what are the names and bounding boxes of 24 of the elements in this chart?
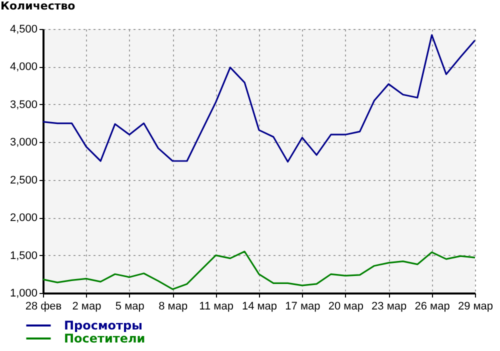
x-tick-label: 17 мар (285, 300, 320, 312)
y-tick-label: 4,500 (10, 24, 38, 36)
x-tick-label: 20 мар (328, 300, 364, 312)
y-tick-label: 1,500 (10, 250, 38, 262)
y-tick-label: 2,000 (10, 212, 38, 224)
legend-label: Просмотры (64, 318, 142, 332)
y-axis-title: Количество (0, 0, 76, 12)
x-tick-label: 2 мар (72, 300, 102, 312)
line-series (43, 250, 475, 290)
x-tick-label: 5 мар (115, 300, 144, 312)
y-tick-label: 2,500 (10, 174, 38, 186)
line-series (43, 34, 475, 163)
y-tick-label: 3,500 (10, 98, 38, 111)
x-tick-label: 11 мар (199, 300, 234, 312)
y-tick-label: 1,000 (10, 288, 38, 300)
y-tick-label: 3,000 (10, 136, 38, 149)
x-tick-label: 8 мар (158, 300, 188, 312)
x-tick-label: 26 мар (414, 300, 450, 312)
x-tick-label: 23 мар (372, 300, 407, 312)
x-tick-label: 28 фев (25, 300, 62, 312)
x-tick-label: 29 мар (458, 300, 494, 312)
x-tick-label: 14 мар (242, 300, 278, 312)
y-tick-label: 4,000 (10, 61, 38, 74)
legend-label: Посетители (64, 332, 146, 346)
